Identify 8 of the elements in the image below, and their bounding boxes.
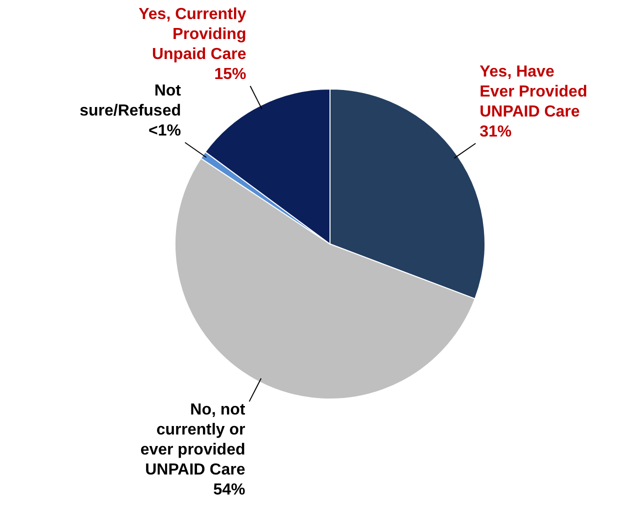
data-label: 54% — [213, 482, 246, 499]
data-label: 15% — [214, 66, 246, 83]
data-label: 31% — [480, 123, 512, 140]
slice-label: No, not currently or ever provided UNPAID Care — [140, 402, 246, 479]
slice-label: Yes, Have Ever Provided UNPAID Care — [480, 63, 588, 120]
data-label: <1% — [148, 122, 182, 140]
slice-label: Yes, Currently Providing Unpaid Care — [138, 6, 246, 63]
slice-label: Not sure/Refused — [80, 82, 182, 120]
